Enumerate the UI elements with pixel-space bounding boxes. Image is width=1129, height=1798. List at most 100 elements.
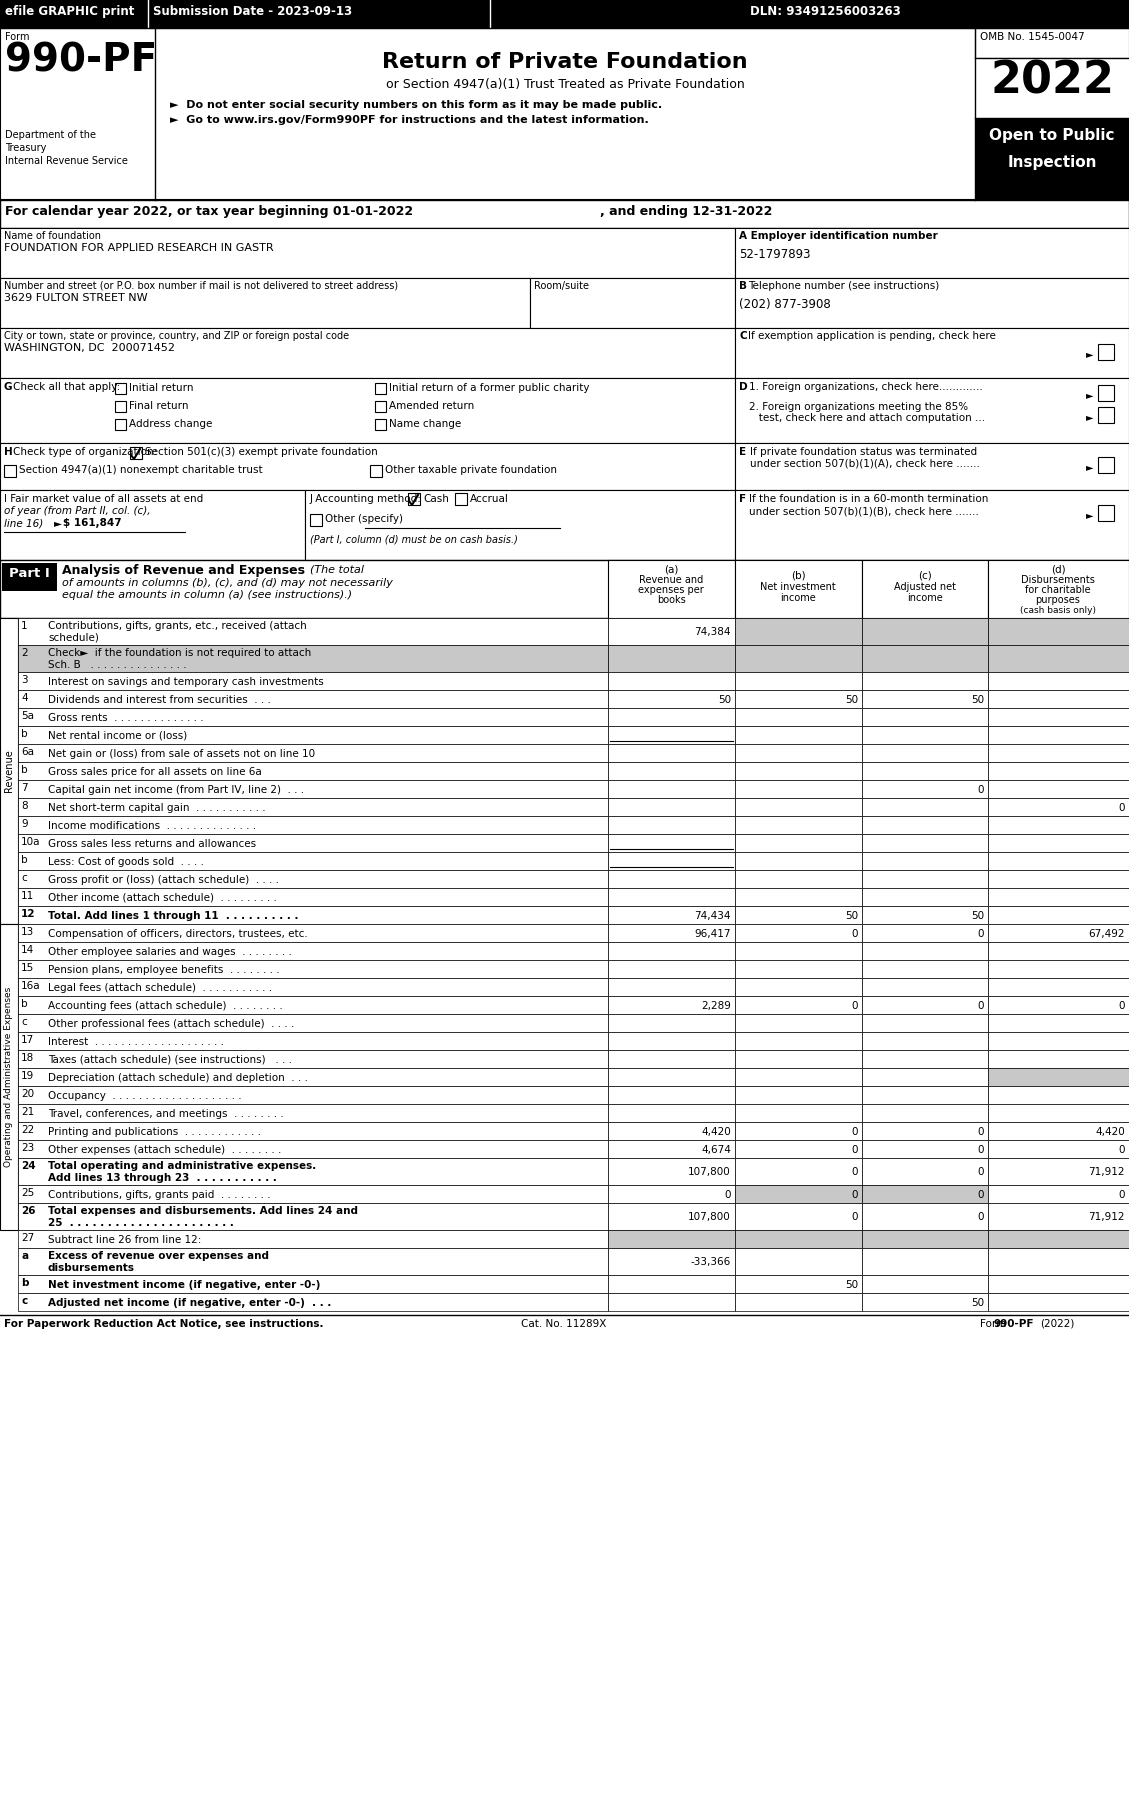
Bar [609,906,735,924]
Text: ►: ► [1086,412,1094,423]
Text: (The total: (The total [310,565,364,574]
Bar [18,834,609,852]
Bar [115,383,126,394]
Bar [735,1032,863,1050]
Text: ►: ► [54,518,62,529]
Text: test, check here and attach computation ...: test, check here and attach computation … [749,414,986,423]
Bar [988,619,1129,645]
Text: DLN: 93491256003263: DLN: 93491256003263 [750,5,901,18]
Bar [735,1275,863,1293]
Text: 0: 0 [1119,1001,1124,1010]
Bar [988,1140,1129,1158]
Text: 0: 0 [851,1212,858,1223]
Text: Occupancy  . . . . . . . . . . . . . . . . . . . .: Occupancy . . . . . . . . . . . . . . . … [49,1091,242,1100]
Bar [310,514,322,527]
Text: 4: 4 [21,692,27,703]
Bar [18,690,609,708]
Bar [735,559,863,619]
Bar [735,327,1129,378]
Bar [735,834,863,852]
Text: Cash: Cash [423,494,449,503]
Text: I Fair market value of all assets at end: I Fair market value of all assets at end [5,494,203,503]
Text: Net gain or (loss) from sale of assets not on line 10: Net gain or (loss) from sale of assets n… [49,750,315,759]
Text: Other professional fees (attach schedule)  . . . .: Other professional fees (attach schedule… [49,1019,295,1028]
Text: , and ending 12-31-2022: , and ending 12-31-2022 [599,205,772,218]
Text: 9: 9 [21,820,27,829]
Bar [18,1050,609,1068]
Bar [18,619,609,645]
Bar [988,1122,1129,1140]
Bar [863,1248,988,1275]
Text: (b): (b) [790,570,805,581]
Text: Capital gain net income (from Part IV, line 2)  . . .: Capital gain net income (from Part IV, l… [49,786,304,795]
Text: 990-PF: 990-PF [994,1320,1034,1329]
Bar [735,726,863,744]
Bar [988,942,1129,960]
Text: 0: 0 [978,930,984,939]
Bar [988,852,1129,870]
Text: 74,384: 74,384 [694,628,730,636]
Bar [408,493,420,505]
Text: 4,420: 4,420 [1095,1127,1124,1136]
Bar [863,798,988,816]
Text: Travel, conferences, and meetings  . . . . . . . .: Travel, conferences, and meetings . . . … [49,1109,283,1118]
Bar [0,378,735,442]
Bar [18,1230,609,1248]
Text: Name change: Name change [390,419,462,430]
Text: schedule): schedule) [49,633,99,644]
Text: 20: 20 [21,1090,34,1099]
Bar [735,645,863,672]
Text: 0: 0 [851,1145,858,1154]
Bar [988,996,1129,1014]
Text: 15: 15 [21,964,34,973]
Bar [988,870,1129,888]
Bar [609,1140,735,1158]
Bar [735,1050,863,1068]
Text: Section 501(c)(3) exempt private foundation: Section 501(c)(3) exempt private foundat… [145,448,378,457]
Bar [609,726,735,744]
Text: 2,289: 2,289 [701,1001,730,1010]
Bar [988,888,1129,906]
Text: 0: 0 [978,1001,984,1010]
Text: expenses per: expenses per [638,584,703,595]
Bar [18,1086,609,1104]
Text: Check all that apply:: Check all that apply: [14,381,121,392]
Bar [18,1275,609,1293]
Bar [863,1104,988,1122]
Bar [0,327,735,378]
Text: 16a: 16a [21,982,41,991]
Text: ►: ► [1086,390,1094,399]
Text: 107,800: 107,800 [689,1212,730,1223]
Bar [988,1230,1129,1248]
Text: 50: 50 [971,912,984,921]
Bar [609,1104,735,1122]
Text: 107,800: 107,800 [689,1167,730,1178]
Bar [0,279,530,327]
Text: (202) 877-3908: (202) 877-3908 [739,298,831,311]
Text: 21: 21 [21,1108,34,1117]
Text: 14: 14 [21,946,34,955]
Bar [863,978,988,996]
Bar [735,1140,863,1158]
Text: Treasury: Treasury [5,144,46,153]
Text: Pension plans, employee benefits  . . . . . . . .: Pension plans, employee benefits . . . .… [49,966,280,975]
Bar [735,780,863,798]
Bar [18,708,609,726]
Text: 23: 23 [21,1144,34,1153]
Text: Other (specify): Other (specify) [325,514,403,523]
Text: b: b [21,856,27,865]
Bar [609,1248,735,1275]
Text: 990-PF: 990-PF [5,41,157,79]
Bar [863,870,988,888]
Bar [735,378,1129,442]
Bar [988,744,1129,762]
Bar [988,834,1129,852]
Text: 27: 27 [21,1233,34,1242]
Text: Other taxable private foundation: Other taxable private foundation [385,466,557,475]
Text: (a): (a) [664,565,679,574]
Text: Dividends and interest from securities  . . .: Dividends and interest from securities .… [49,696,271,705]
Text: 50: 50 [971,696,984,705]
Text: 0: 0 [978,1127,984,1136]
Bar [988,1068,1129,1086]
Text: Gross profit or (loss) (attach schedule)  . . . .: Gross profit or (loss) (attach schedule)… [49,876,279,885]
